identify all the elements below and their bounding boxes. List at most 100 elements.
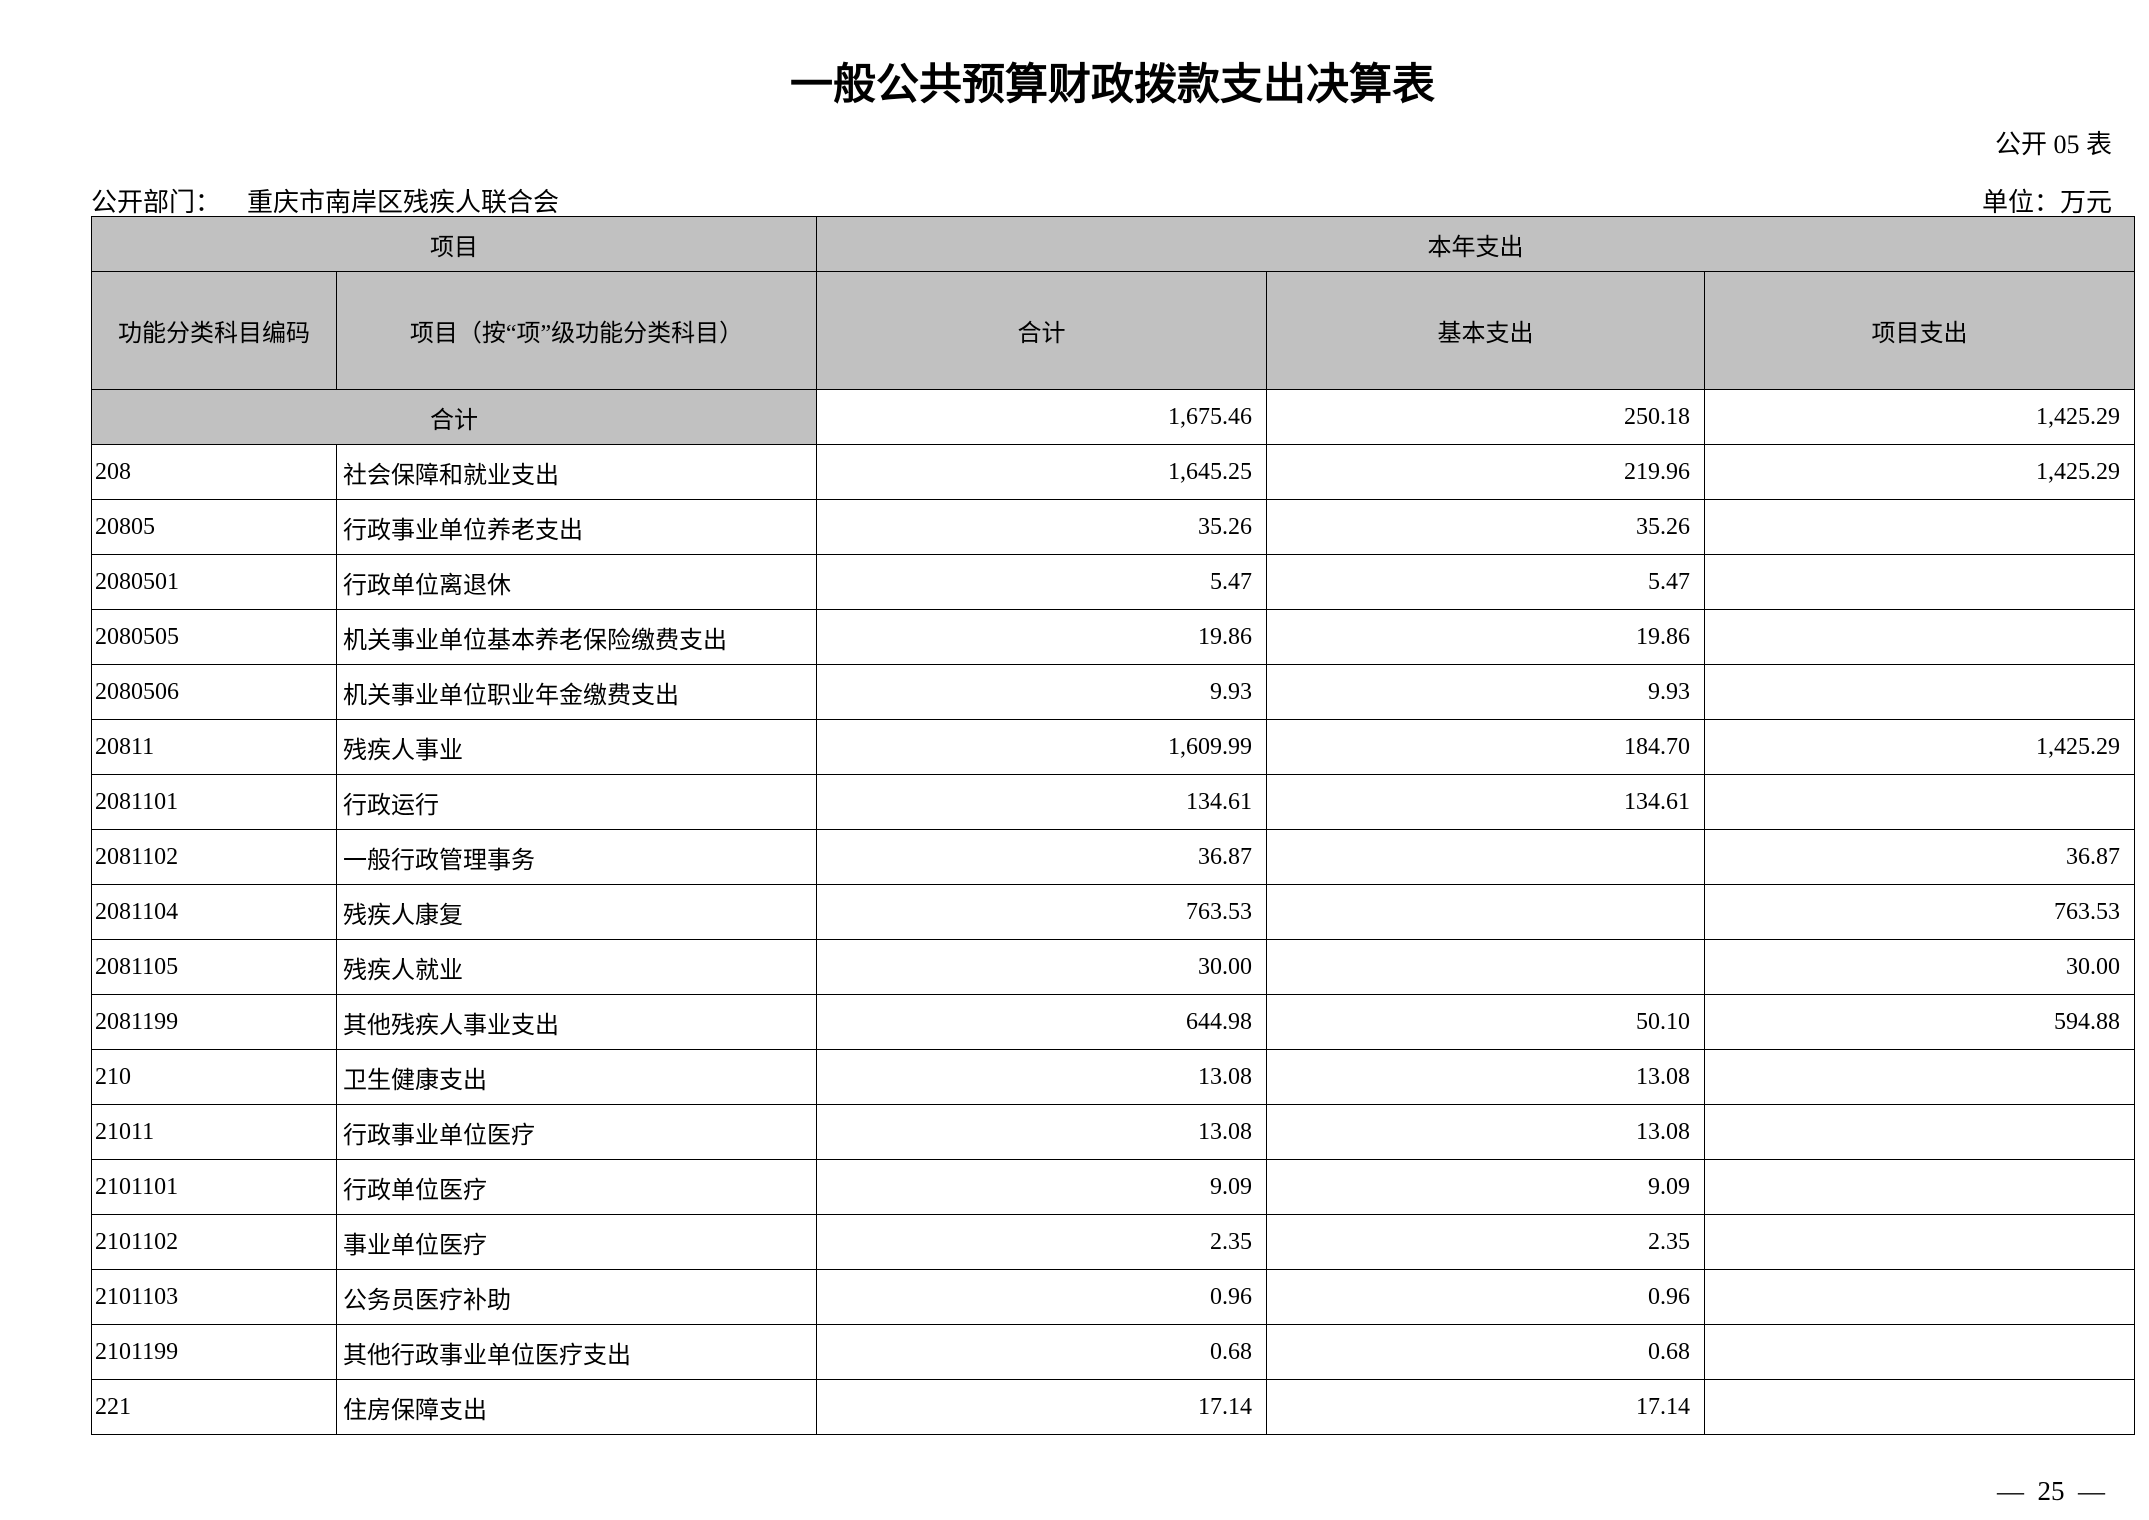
row-total-cell: 2.35 [816, 1214, 1267, 1270]
table-row: 20811 残疾人事业 1,609.99 184.70 1,425.29 [91, 719, 2136, 775]
row-code-cell: 2080501 [91, 554, 337, 610]
table-row: 2101103 公务员医疗补助 0.96 0.96 [91, 1269, 2136, 1325]
row-item-name-cell: 机关事业单位职业年金缴费支出 [336, 664, 817, 720]
row-code-cell: 2101101 [91, 1159, 337, 1215]
page-number: — 25 — [1997, 1476, 2105, 1506]
row-basic-cell: 13.08 [1266, 1049, 1705, 1105]
row-total-cell: 134.61 [816, 774, 1267, 830]
row-total-cell: 17.14 [816, 1379, 1267, 1435]
row-project-cell [1703, 1159, 2136, 1215]
row-project-cell [1703, 1049, 2136, 1105]
row-project-cell [1703, 1104, 2136, 1160]
row-item-name-cell: 行政事业单位养老支出 [336, 499, 817, 555]
row-project-cell [1703, 499, 2136, 555]
row-project-cell: 763.53 [1703, 884, 2136, 940]
row-basic-cell: 0.96 [1266, 1269, 1705, 1325]
row-project-cell [1703, 1269, 2136, 1325]
row-project-cell: 1,425.29 [1703, 719, 2136, 775]
row-project-cell [1703, 774, 2136, 830]
row-basic-cell [1266, 829, 1705, 885]
row-item-name-cell: 社会保障和就业支出 [336, 444, 817, 500]
row-code-cell: 20811 [91, 719, 337, 775]
row-project-cell [1703, 609, 2136, 665]
row-project-cell: 30.00 [1703, 939, 2136, 995]
row-total-cell: 1,609.99 [816, 719, 1267, 775]
table-row: 221 住房保障支出 17.14 17.14 [91, 1379, 2136, 1435]
row-code-cell: 2101199 [91, 1324, 337, 1380]
department-line: 公开部门： 重庆市南岸区残疾人联合会 [91, 182, 559, 219]
row-total-cell: 13.08 [816, 1049, 1267, 1105]
row-basic-cell: 19.86 [1266, 609, 1705, 665]
row-code-cell: 2080505 [91, 609, 337, 665]
row-project-cell: 1,425.29 [1703, 444, 2136, 500]
row-project-cell: 594.88 [1703, 994, 2136, 1050]
table-header-columns-row: 功能分类科目编码 项目（按“项”级功能分类科目） 合计 基本支出 项目支出 [91, 271, 2136, 390]
row-item-name-cell: 住房保障支出 [336, 1379, 817, 1435]
header-col-code: 功能分类科目编码 [91, 271, 337, 390]
row-item-name-cell: 卫生健康支出 [336, 1049, 817, 1105]
table-row: 2101102 事业单位医疗 2.35 2.35 [91, 1214, 2136, 1270]
row-total-cell: 5.47 [816, 554, 1267, 610]
table-row: 210 卫生健康支出 13.08 13.08 [91, 1049, 2136, 1105]
row-code-cell: 2101103 [91, 1269, 337, 1325]
row-item-name-cell: 行政单位医疗 [336, 1159, 817, 1215]
row-basic-cell: 2.35 [1266, 1214, 1705, 1270]
row-total-cell: 36.87 [816, 829, 1267, 885]
table-row: 2081105 残疾人就业 30.00 30.00 [91, 939, 2136, 995]
table-row: 2081102 一般行政管理事务 36.87 36.87 [91, 829, 2136, 885]
row-basic-cell: 219.96 [1266, 444, 1705, 500]
table-header-group-row: 项目 本年支出 [91, 216, 2136, 272]
row-project-cell: 36.87 [1703, 829, 2136, 885]
row-total-cell: 35.26 [816, 499, 1267, 555]
row-item-name-cell: 机关事业单位基本养老保险缴费支出 [336, 609, 817, 665]
table-row: 21011 行政事业单位医疗 13.08 13.08 [91, 1104, 2136, 1160]
row-basic-cell [1266, 939, 1705, 995]
row-total-cell: 0.96 [816, 1269, 1267, 1325]
row-code-cell: 2081101 [91, 774, 337, 830]
row-item-name-cell: 其他残疾人事业支出 [336, 994, 817, 1050]
row-code-cell: 2081104 [91, 884, 337, 940]
header-col-total: 合计 [816, 271, 1267, 390]
table-row: 2101199 其他行政事业单位医疗支出 0.68 0.68 [91, 1324, 2136, 1380]
table-code-label: 公开 05 表 [1994, 130, 2112, 159]
table-row: 2081104 残疾人康复 763.53 763.53 [91, 884, 2136, 940]
row-total-cell: 13.08 [816, 1104, 1267, 1160]
row-basic-cell: 35.26 [1266, 499, 1705, 555]
row-item-name-cell: 残疾人就业 [336, 939, 817, 995]
row-total-cell: 19.86 [816, 609, 1267, 665]
department-label: 公开部门： [91, 188, 222, 217]
row-code-cell: 221 [91, 1379, 337, 1435]
page-title: 一般公共预算财政拨款支出决算表 [790, 62, 1435, 109]
header-col-basic: 基本支出 [1266, 271, 1705, 390]
row-item-name-cell: 其他行政事业单位医疗支出 [336, 1324, 817, 1380]
row-total-cell: 9.93 [816, 664, 1267, 720]
table-row: 2080506 机关事业单位职业年金缴费支出 9.93 9.93 [91, 664, 2136, 720]
total-row-basic: 250.18 [1266, 389, 1705, 445]
total-row-project: 1,425.29 [1703, 389, 2136, 445]
row-total-cell: 644.98 [816, 994, 1267, 1050]
row-item-name-cell: 行政单位离退休 [336, 554, 817, 610]
row-item-name-cell: 行政运行 [336, 774, 817, 830]
row-code-cell: 2080506 [91, 664, 337, 720]
header-col-item: 项目（按“项”级功能分类科目） [336, 271, 817, 390]
row-basic-cell: 5.47 [1266, 554, 1705, 610]
row-basic-cell: 184.70 [1266, 719, 1705, 775]
row-project-cell [1703, 1214, 2136, 1270]
header-group-item: 项目 [91, 216, 817, 272]
row-project-cell [1703, 554, 2136, 610]
header-col-project: 项目支出 [1703, 271, 2136, 390]
row-item-name-cell: 残疾人康复 [336, 884, 817, 940]
row-total-cell: 763.53 [816, 884, 1267, 940]
row-total-cell: 9.09 [816, 1159, 1267, 1215]
header-group-current-year: 本年支出 [815, 216, 2136, 272]
row-total-cell: 0.68 [816, 1324, 1267, 1380]
meta-row: 公开部门： 重庆市南岸区残疾人联合会 单位：万元 [91, 182, 2134, 219]
table-row: 208 社会保障和就业支出 1,645.25 219.96 1,425.29 [91, 444, 2136, 500]
table-row: 2101101 行政单位医疗 9.09 9.09 [91, 1159, 2136, 1215]
table-total-row: 合计 1,675.46 250.18 1,425.29 [91, 389, 2136, 445]
expenditure-table: 项目 本年支出 功能分类科目编码 项目（按“项”级功能分类科目） 合计 基本支出… [91, 216, 2136, 1435]
row-basic-cell: 13.08 [1266, 1104, 1705, 1160]
row-basic-cell: 17.14 [1266, 1379, 1705, 1435]
row-item-name-cell: 行政事业单位医疗 [336, 1104, 817, 1160]
row-code-cell: 21011 [91, 1104, 337, 1160]
